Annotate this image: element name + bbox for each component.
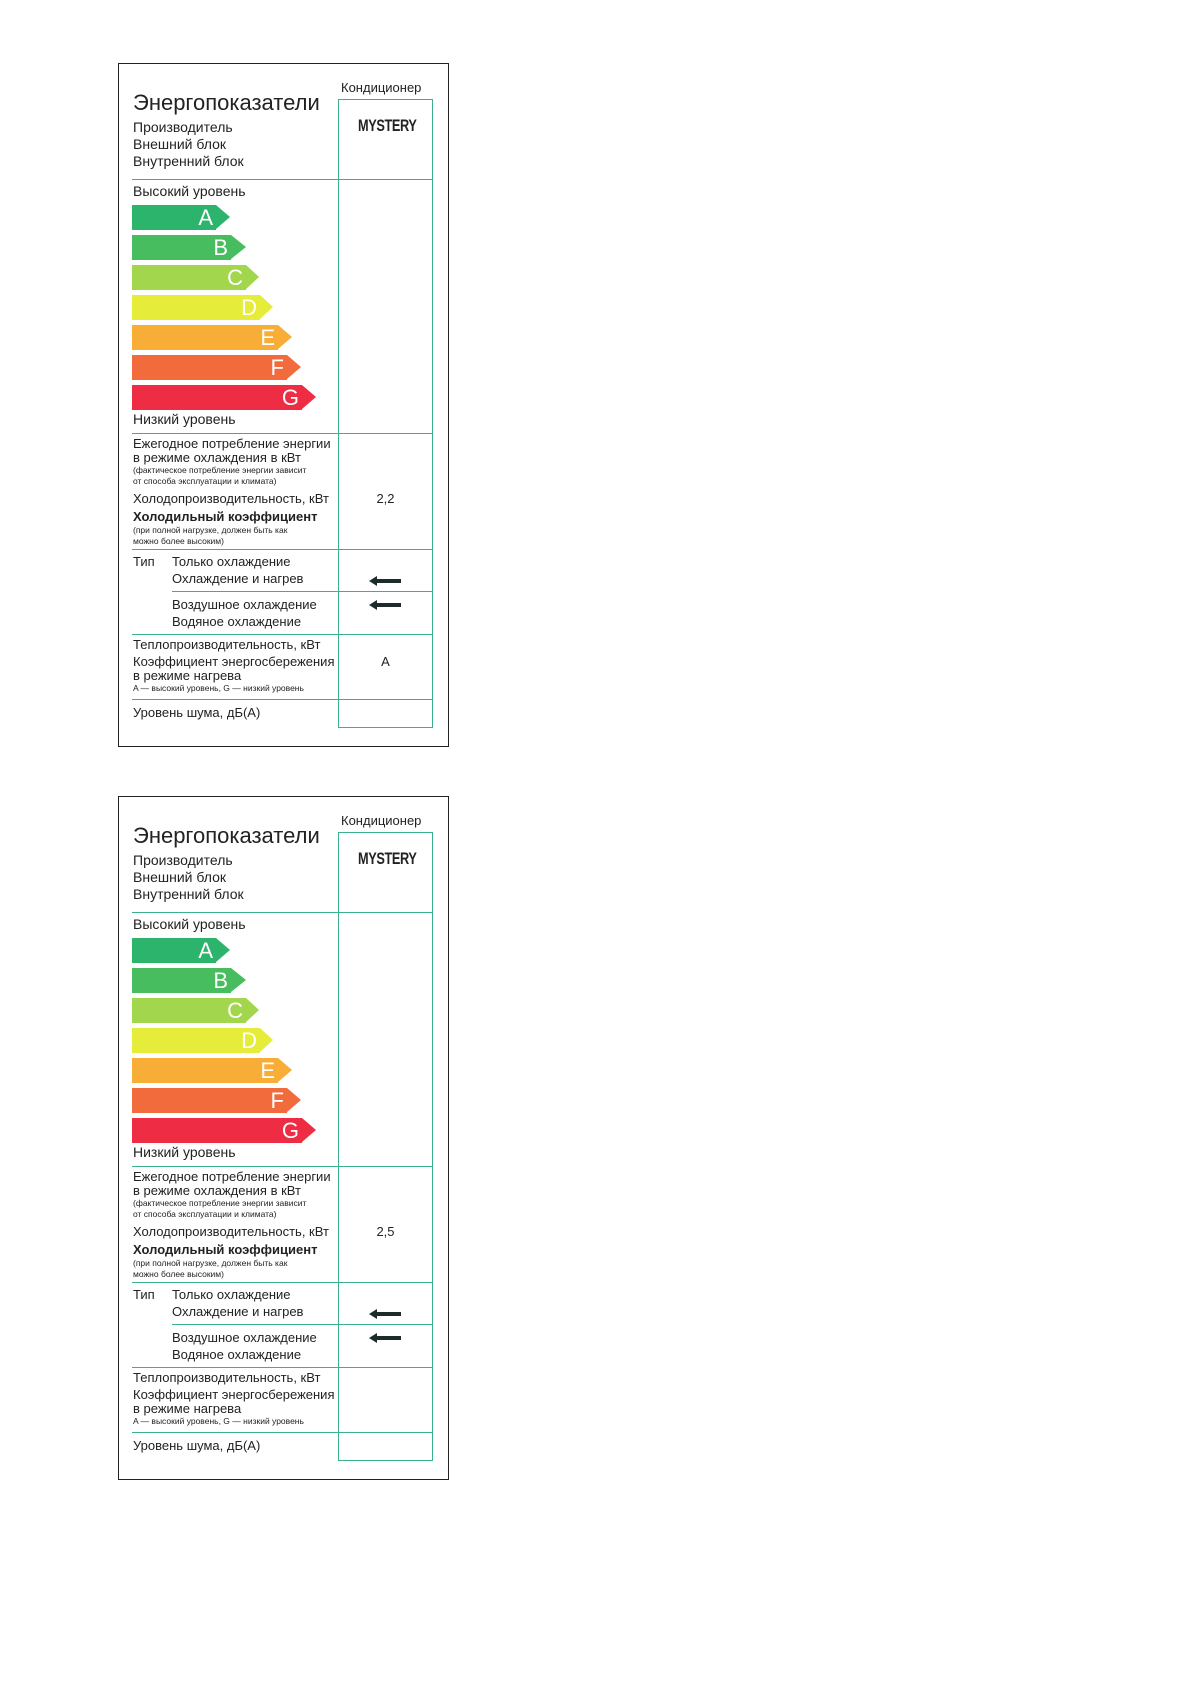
brand-logo: MYSTERY <box>358 116 417 135</box>
type-cool-only: Только охлаждение <box>172 554 291 569</box>
energy-label: Кондиционер Энергопоказатели Производите… <box>118 796 449 1480</box>
type-cool-only: Только охлаждение <box>172 1287 291 1302</box>
annual-note: (фактическое потребление энергии зависит <box>133 1198 307 1208</box>
energy-class-letter: D <box>241 1028 257 1053</box>
energy-class-letter: E <box>260 325 275 350</box>
divider <box>172 1324 433 1325</box>
energy-class-letter: F <box>270 355 284 380</box>
type-air-cooling: Воздушное охлаждение <box>172 597 317 612</box>
label-title: Энергопоказатели <box>133 823 320 848</box>
divider <box>132 179 433 180</box>
indoor-unit-label: Внутренний блок <box>133 153 244 169</box>
energy-class-letter: C <box>227 998 243 1023</box>
noise-label: Уровень шума, дБ(А) <box>133 1438 261 1453</box>
annual-note: (фактическое потребление энергии зависит <box>133 465 307 475</box>
divider <box>338 727 433 728</box>
energy-class-letter: G <box>281 385 299 410</box>
cop-label: Коэффициент энергосбережения <box>133 654 335 669</box>
divider <box>338 1460 433 1461</box>
eer-note: (при полной нагрузке, должен быть как <box>133 525 288 535</box>
category: Кондиционер <box>341 813 422 828</box>
eer-label: Холодильный коэффициент <box>133 509 318 524</box>
divider <box>132 1367 433 1368</box>
divider <box>338 832 433 833</box>
cooling-capacity-value: 2,5 <box>376 1224 395 1239</box>
divider <box>132 912 433 913</box>
heating-capacity-label: Теплопроизводительность, кВт <box>133 637 321 652</box>
divider <box>132 634 433 635</box>
divider <box>132 1432 433 1433</box>
energy-class-letter: F <box>270 1088 284 1113</box>
divider <box>132 1166 433 1167</box>
cop-label: Коэффициент энергосбережения <box>133 1387 335 1402</box>
cooling-capacity-label: Холодопроизводительность, кВт <box>133 1224 329 1239</box>
type-label: Тип <box>133 554 155 569</box>
energy-class-letter: B <box>213 968 228 993</box>
divider <box>338 99 433 100</box>
annual-consumption-label-2: в режиме охлаждения в кВт <box>133 1183 301 1198</box>
manufacturer-label: Производитель <box>133 119 233 135</box>
energy-label: Кондиционер Энергопоказатели Производите… <box>118 63 449 747</box>
divider <box>172 591 433 592</box>
divider <box>132 1282 433 1283</box>
indoor-unit-label: Внутренний блок <box>133 886 244 902</box>
type-cool-heat: Охлаждение и нагрев <box>172 1304 304 1319</box>
energy-class-letter: E <box>260 1058 275 1083</box>
low-level-label: Низкий уровень <box>133 1144 236 1160</box>
cop-label-2: в режиме нагрева <box>133 1401 242 1416</box>
annual-consumption-label-2: в режиме охлаждения в кВт <box>133 450 301 465</box>
divider <box>132 699 433 700</box>
cop-label-2: в режиме нагрева <box>133 668 242 683</box>
high-level-label: Высокий уровень <box>133 183 246 199</box>
type-water-cooling: Водяное охлаждение <box>172 614 302 629</box>
manufacturer-label: Производитель <box>133 852 233 868</box>
eer-note-2: можно более высоким) <box>133 1269 224 1279</box>
noise-label: Уровень шума, дБ(А) <box>133 705 261 720</box>
eer-note-2: можно более высоким) <box>133 536 224 546</box>
type-water-cooling: Водяное охлаждение <box>172 1347 302 1362</box>
divider <box>338 832 339 1461</box>
cop-value: A <box>381 654 390 669</box>
low-level-label: Низкий уровень <box>133 411 236 427</box>
energy-class-letter: C <box>227 265 243 290</box>
cooling-capacity-value: 2,2 <box>376 491 395 506</box>
heating-capacity-label: Теплопроизводительность, кВт <box>133 1370 321 1385</box>
left-arrow-icon <box>369 1333 401 1343</box>
energy-class-letter: G <box>281 1118 299 1143</box>
cop-note: A — высокий уровень, G — низкий уровень <box>133 1416 304 1426</box>
type-air-cooling: Воздушное охлаждение <box>172 1330 317 1345</box>
annual-note-2: от способа эксплуатации и климата) <box>133 476 277 486</box>
annual-note-2: от способа эксплуатации и климата) <box>133 1209 277 1219</box>
annual-consumption-label: Ежегодное потребление энергии <box>133 436 331 451</box>
type-label: Тип <box>133 1287 155 1302</box>
divider <box>432 99 433 728</box>
left-arrow-icon <box>369 600 401 610</box>
outdoor-unit-label: Внешний блок <box>133 869 226 885</box>
label-title: Энергопоказатели <box>133 90 320 115</box>
divider <box>132 549 433 550</box>
divider <box>338 99 339 728</box>
brand-logo: MYSTERY <box>358 849 417 868</box>
divider <box>432 832 433 1461</box>
category: Кондиционер <box>341 80 422 95</box>
divider <box>132 433 433 434</box>
eer-note: (при полной нагрузке, должен быть как <box>133 1258 288 1268</box>
annual-consumption-label: Ежегодное потребление энергии <box>133 1169 331 1184</box>
left-arrow-icon <box>369 1309 401 1319</box>
left-arrow-icon <box>369 576 401 586</box>
energy-class-letter: B <box>213 235 228 260</box>
type-cool-heat: Охлаждение и нагрев <box>172 571 304 586</box>
energy-class-letter: A <box>198 938 213 963</box>
energy-class-letter: A <box>198 205 213 230</box>
cooling-capacity-label: Холодопроизводительность, кВт <box>133 491 329 506</box>
high-level-label: Высокий уровень <box>133 916 246 932</box>
energy-class-letter: D <box>241 295 257 320</box>
outdoor-unit-label: Внешний блок <box>133 136 226 152</box>
eer-label: Холодильный коэффициент <box>133 1242 318 1257</box>
cop-note: A — высокий уровень, G — низкий уровень <box>133 683 304 693</box>
